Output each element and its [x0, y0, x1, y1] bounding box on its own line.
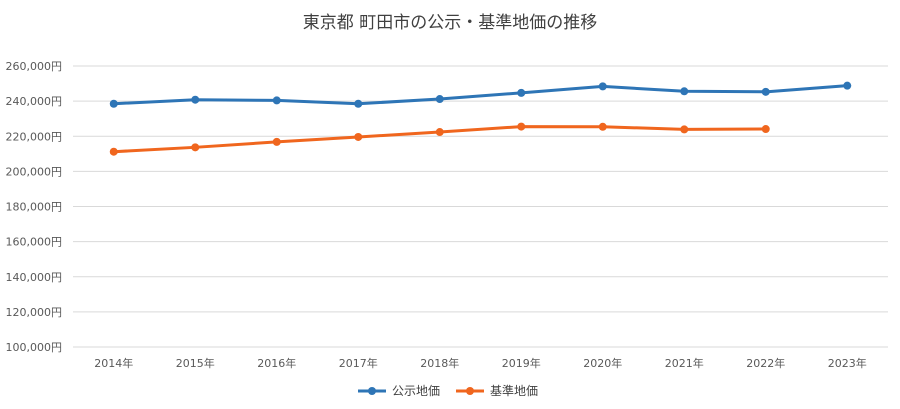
data-point: [109, 99, 118, 108]
series-line: [112, 84, 849, 106]
x-tick-label: 2019年: [502, 356, 541, 370]
data-point: [435, 95, 444, 104]
legend-label: 基準地価: [490, 383, 538, 398]
data-point: [761, 125, 770, 134]
series-2: [109, 122, 770, 156]
gridlines: [73, 65, 888, 348]
legend-label: 公示地価: [392, 384, 440, 398]
y-tick-label: 100,000円: [6, 341, 63, 354]
x-tick-label: 2015年: [176, 356, 215, 370]
data-point: [354, 99, 363, 108]
data-point: [517, 122, 526, 131]
series-1: [109, 81, 852, 108]
y-tick-label: 180,000円: [6, 201, 63, 214]
legend-item-2: 基準地価: [456, 383, 538, 398]
x-tick-label: 2022年: [746, 356, 785, 370]
x-tick-label: 2014年: [94, 356, 133, 370]
data-point: [191, 143, 200, 152]
x-tick-label: 2017年: [339, 356, 378, 370]
data-point: [272, 96, 281, 105]
data-point: [680, 125, 689, 134]
data-point: [517, 88, 526, 97]
data-point: [598, 122, 607, 131]
y-tick-label: 220,000円: [6, 130, 63, 143]
data-point: [435, 128, 444, 137]
x-tick-label: 2016年: [257, 356, 296, 370]
data-point: [761, 87, 770, 96]
data-point: [191, 95, 200, 104]
x-tick-label: 2018年: [420, 356, 459, 370]
y-tick-label: 200,000円: [6, 165, 63, 178]
y-tick-label: 260,000円: [6, 60, 63, 73]
data-point: [598, 82, 607, 91]
x-tick-label: 2020年: [583, 356, 622, 370]
y-tick-label: 140,000円: [6, 271, 63, 284]
y-axis-tick-labels: 100,000円 120,000円 140,000円 160,000円 180,000円…: [6, 60, 63, 354]
data-point: [272, 137, 281, 146]
series-lines: [109, 81, 852, 156]
legend-item-1: 公示地価: [358, 384, 440, 398]
data-point: [680, 87, 689, 96]
y-tick-label: 240,000円: [6, 95, 63, 108]
data-point: [109, 147, 118, 156]
y-tick-label: 160,000円: [6, 236, 63, 249]
chart-title: 東京都 町田市の公示・基準地価の推移: [302, 13, 598, 33]
x-axis-tick-labels: 2014年 2015年 2016年 2017年 2018年 2019年 2020年 2021年…: [94, 356, 867, 370]
legend: 公示地価 基準地価: [358, 383, 538, 398]
data-point: [843, 81, 852, 90]
legend-marker: [466, 387, 474, 395]
legend-marker: [368, 387, 376, 395]
data-point: [354, 132, 363, 141]
x-tick-label: 2023年: [828, 356, 867, 370]
y-tick-label: 120,000円: [6, 306, 63, 319]
x-tick-label: 2021年: [665, 356, 704, 370]
